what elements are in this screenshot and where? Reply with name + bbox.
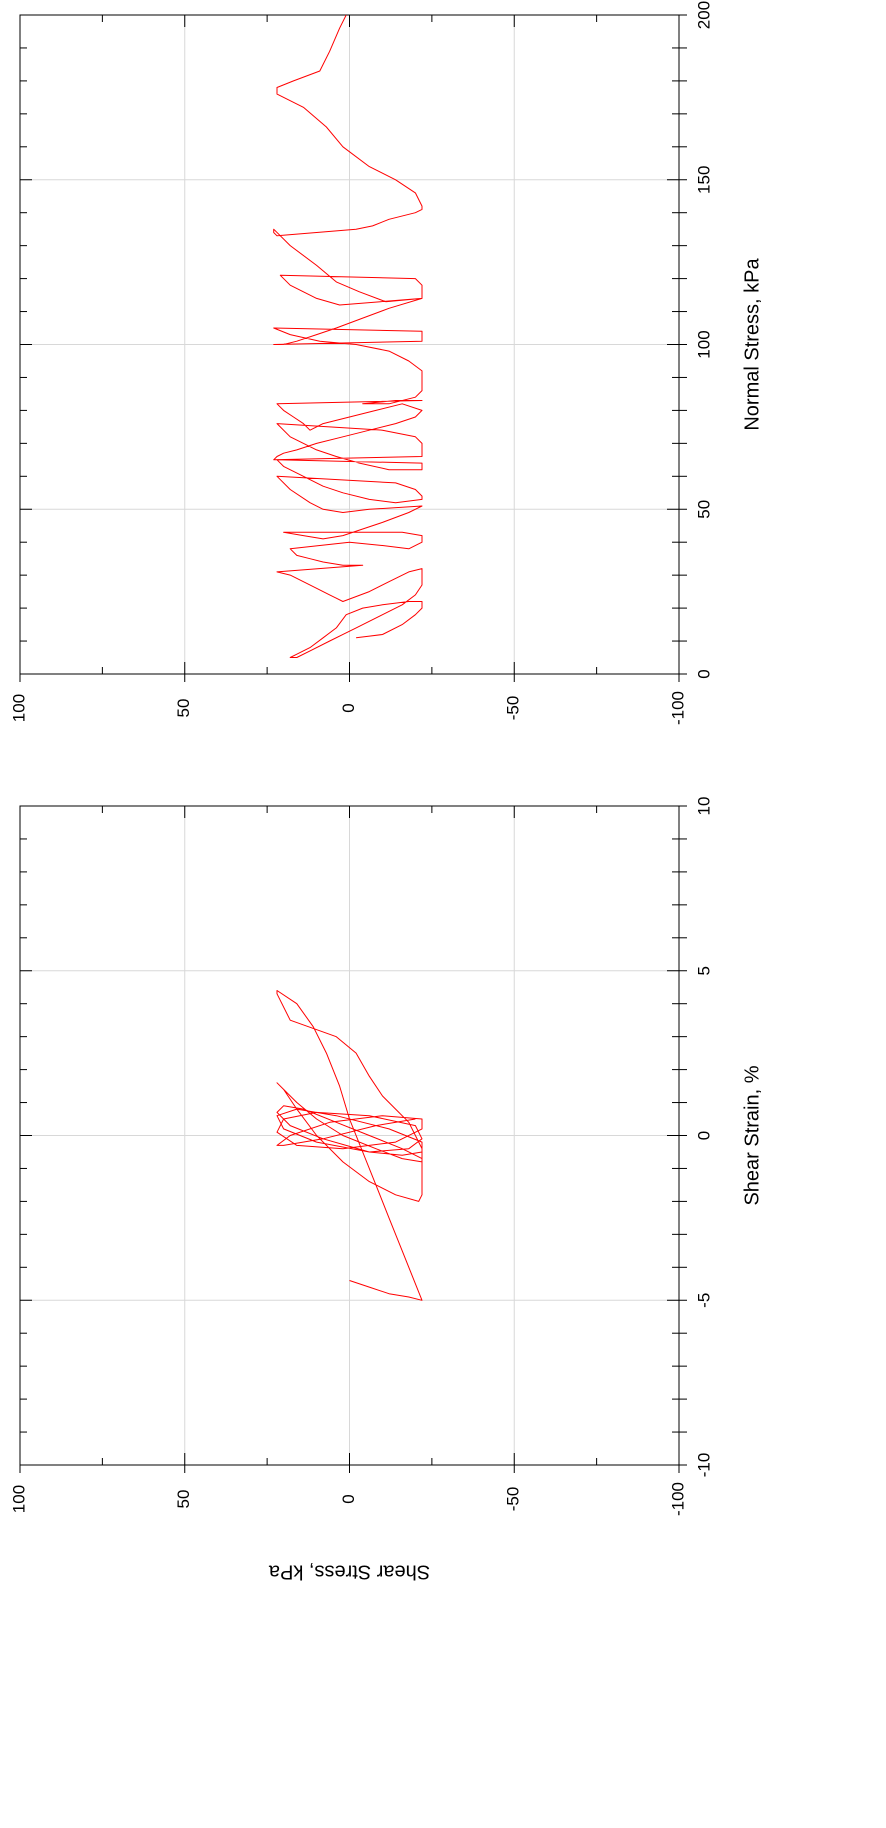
shear-strain-xaxis-title: Shear Strain, % bbox=[741, 1065, 763, 1205]
normal-stress-xtick-label: 0 bbox=[694, 669, 713, 678]
shear-strain-ytick-label: 50 bbox=[174, 1490, 193, 1509]
normal-stress-panel: 0 50 100 150 200 100 50 0 -50 -100 Normal Stress, … bbox=[9, 1, 763, 725]
normal-stress-xtick-label: 50 bbox=[694, 500, 713, 519]
shear-strain-xtick-label: 10 bbox=[694, 797, 713, 816]
shear-strain-ytick-label: -100 bbox=[668, 1482, 687, 1516]
shear-strain-xtick-label: -5 bbox=[694, 1293, 713, 1308]
normal-stress-xaxis-title: Normal Stress, kPa bbox=[741, 257, 763, 430]
normal-stress-ytick-label: -100 bbox=[668, 691, 687, 725]
normal-stress-xtick-label: 100 bbox=[694, 330, 713, 358]
normal-stress-series-line bbox=[273, 14, 423, 658]
shear-strain-xtick-label: 0 bbox=[694, 1131, 713, 1140]
normal-stress-ytick-label: 100 bbox=[9, 694, 28, 722]
shear-strain-ytick-label: -50 bbox=[504, 1487, 523, 1512]
normal-stress-xtick-label: 150 bbox=[694, 166, 713, 194]
normal-stress-ytick-label: 50 bbox=[174, 699, 193, 718]
normal-stress-ytick-label: -50 bbox=[504, 696, 523, 721]
shear-strain-series-line bbox=[276, 990, 423, 1301]
shear-strain-ytick-label: 0 bbox=[339, 1494, 358, 1503]
shear-strain-yaxis-title: Shear Stress, kPa bbox=[268, 1561, 430, 1583]
normal-stress-ytick-label: 0 bbox=[339, 703, 358, 712]
shear-strain-ytick-label: 100 bbox=[9, 1485, 28, 1513]
normal-stress-xtick-label: 200 bbox=[694, 1, 713, 29]
shear-strain-xtick-label: -10 bbox=[694, 1453, 713, 1478]
shear-strain-xtick-label: 5 bbox=[694, 966, 713, 975]
